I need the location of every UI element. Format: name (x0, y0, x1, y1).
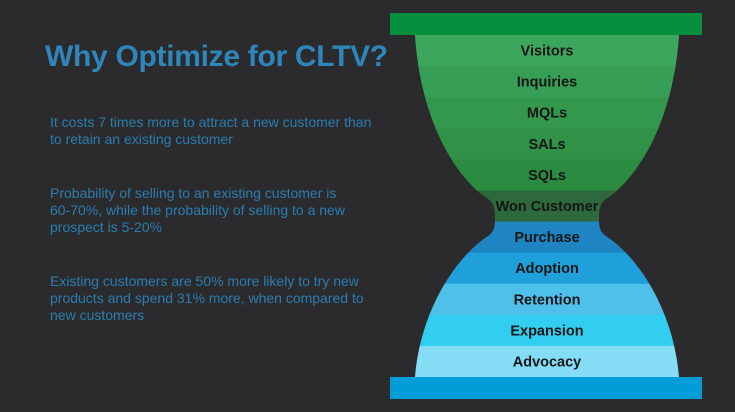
funnel-top-rim (390, 13, 702, 35)
funnel-stage-label-sals: SALs (528, 137, 565, 153)
funnel-stage-label-mqls: MQLs (527, 106, 567, 122)
funnel-stage-label-visitors: Visitors (521, 44, 574, 60)
funnel-stage-label-retention: Retention (514, 292, 581, 308)
slide-canvas: Why Optimize for CLTV? It costs 7 times … (0, 0, 735, 412)
funnel-stage-label-expansion: Expansion (510, 323, 583, 339)
cltv-hourglass-funnel-diagram: Visitors Inquiries MQLs SALs SQLs Won Custome… (0, 0, 735, 412)
funnel-stage-label-inquiries: Inquiries (517, 75, 577, 91)
funnel-stage-label-purchase: Purchase (514, 230, 579, 246)
funnel-stage-label-adoption: Adoption (515, 261, 579, 277)
funnel-stage-label-sqls: SQLs (528, 168, 566, 184)
funnel-stage-label-won-customer: Won Customer (496, 199, 599, 215)
funnel-stage-label-advocacy: Advocacy (513, 355, 582, 371)
funnel-bottom-rim (390, 377, 702, 399)
